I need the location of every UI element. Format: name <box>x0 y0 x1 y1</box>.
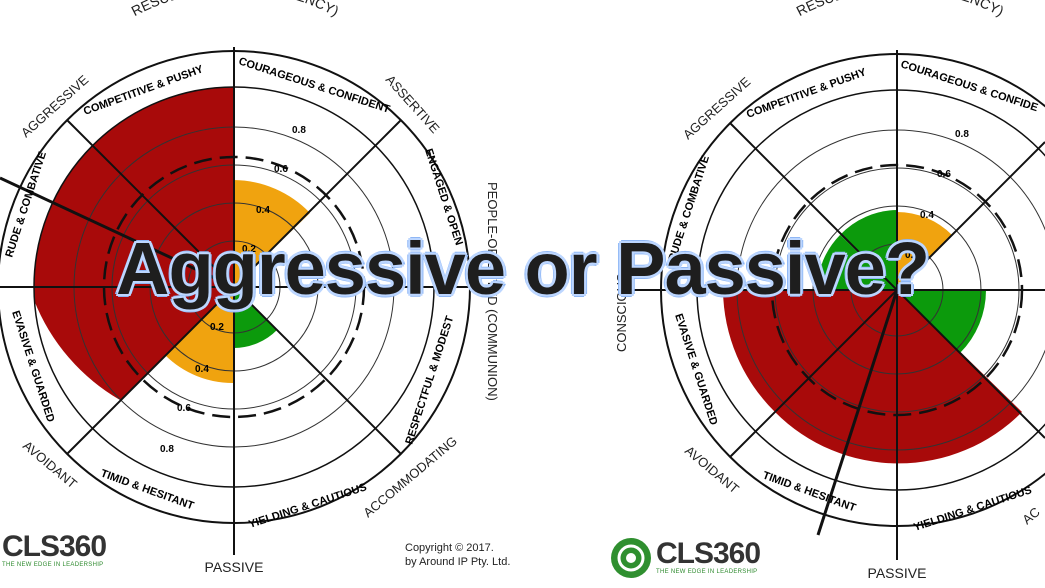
left-wheel: 0.8 0.6 0.4 0.2 0.2 0.4 0.6 0.8 RESULTS-… <box>0 0 500 575</box>
right-label-avoidant: AVOIDANT <box>682 443 742 497</box>
right-ring-label-08: 0.8 <box>955 129 969 140</box>
left-ring-label-08: 0.8 <box>292 125 306 136</box>
left-orange-top-sector <box>234 180 310 287</box>
left-ring-label-06b: 0.6 <box>177 403 191 414</box>
left-ring-label-04b: 0.4 <box>195 364 209 375</box>
right-label-accommodating: AC <box>1019 504 1042 527</box>
right-green-right <box>897 290 987 353</box>
left-bottom-label: PASSIVE <box>205 559 264 575</box>
left-ring-label-02: 0.2 <box>242 244 256 255</box>
logo-left-tagline: THE NEW EDGE IN LEADERSHIP <box>2 562 104 568</box>
logo-right: CLS360 THE NEW EDGE IN LEADERSHIP <box>610 537 761 579</box>
left-seg-yielding: YIELDING & CAUTIOUS <box>247 481 368 531</box>
right-seg-yielding: YIELDING & CAUTIOUS <box>912 484 1033 534</box>
left-diagonal-marker <box>0 176 235 289</box>
logo-left: CLS360 THE NEW EDGE IN LEADERSHIP <box>2 530 107 569</box>
right-seg-evasive: EVASIVE & GUARDED <box>672 312 719 427</box>
right-green-left-2 <box>817 235 897 290</box>
left-label-avoidant: AVOIDANT <box>20 438 80 492</box>
right-ring-label-06: 0.6 <box>937 169 951 180</box>
left-green-sector <box>234 287 277 348</box>
right-green-left <box>840 210 897 290</box>
left-label-aggressive: AGGRESSIVE <box>18 72 92 140</box>
left-seg-engaged: ENGAGED & OPEN <box>422 147 465 247</box>
right-spoke-d1 <box>729 122 1045 439</box>
copyright-line1: Copyright © 2017. <box>405 542 494 554</box>
right-seg-courageous: COURAGEOUS & CONFIDE <box>899 58 1039 114</box>
right-red-sector-2 <box>775 290 1022 464</box>
left-ring-label-06: 0.6 <box>274 164 288 175</box>
logo-right-name: CLS360 <box>656 537 761 570</box>
logo-leaf-icon <box>611 538 651 578</box>
left-ring-label-08b: 0.8 <box>160 444 174 455</box>
right-ring-label-02: 0.2 <box>905 250 919 261</box>
right-red-sector <box>723 290 897 412</box>
logo-left-name: CLS360 <box>2 530 107 563</box>
right-top-label: RESULTS-ORIENTED(AGENCY) <box>794 0 1007 19</box>
right-orange-sector <box>897 212 952 290</box>
right-diagonal-marker <box>816 289 899 536</box>
left-ring-label-04: 0.4 <box>256 205 270 216</box>
right-seg-rude: RUDE & COMBATIVE <box>666 154 712 263</box>
right-label-aggressive: AGGRESSIVE <box>680 74 754 142</box>
right-seg-competitive: COMPETITIVE & PUSHY <box>745 66 869 121</box>
right-ring-label-04: 0.4 <box>920 210 934 221</box>
right-bottom-label: PASSIVE <box>868 565 927 581</box>
left-label-assertive: ASSERTIVE <box>383 72 443 136</box>
right-wheel: 0.8 0.6 0.4 0.2 RESULTS-ORIENTED(AGENCY)… <box>614 0 1045 581</box>
left-red-sector <box>34 87 234 400</box>
left-ring-label-02b: 0.2 <box>210 322 224 333</box>
left-label-people-oriented: PEOPLE-ORIENTED (COMMUNION) <box>485 182 500 401</box>
right-spoke-d2 <box>729 141 1045 458</box>
left-top-label: RESULTS-ORIENTED(AGENCY) <box>129 0 342 19</box>
right-label-conscientious: CONSCIOUS <box>614 273 629 352</box>
copyright-block: Copyright © 2017. by Around IP Pty. Ltd. <box>405 541 510 569</box>
copyright-line2: by Around IP Pty. Ltd. <box>405 556 511 568</box>
left-orange-bottom-sector <box>165 287 234 384</box>
logo-right-tagline: THE NEW EDGE IN LEADERSHIP <box>656 569 758 575</box>
